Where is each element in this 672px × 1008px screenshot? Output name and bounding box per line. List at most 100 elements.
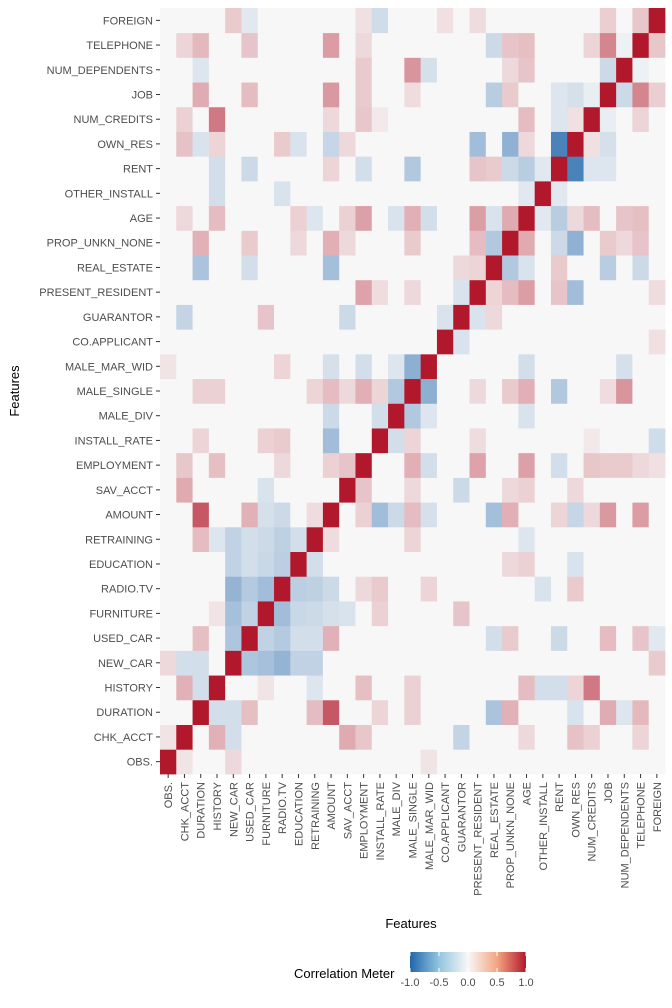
- heatmap-cell: [567, 156, 584, 182]
- heatmap-cell: [339, 576, 356, 602]
- heatmap-cell: [290, 526, 308, 553]
- heatmap-cell: [208, 32, 226, 58]
- heatmap-cell: [485, 304, 503, 330]
- heatmap-cell: [306, 106, 324, 132]
- heatmap-cell: [583, 526, 601, 553]
- heatmap-cell: [567, 650, 584, 676]
- heatmap-cell: [322, 576, 340, 602]
- heatmap-cell: [176, 551, 193, 577]
- heatmap-cell: [550, 403, 568, 429]
- heatmap-cell: [583, 502, 601, 528]
- heatmap-cell: [567, 625, 584, 651]
- x-tick-label: MALE_SINGLE: [408, 782, 420, 858]
- heatmap-cell: [616, 452, 633, 478]
- x-tick-label: AGE: [522, 782, 534, 805]
- heatmap-cell: [502, 230, 519, 256]
- heatmap-cell: [388, 329, 405, 355]
- heatmap-cell: [583, 106, 601, 132]
- heatmap-cell: [160, 82, 177, 108]
- heatmap-cell: [339, 650, 356, 676]
- legend-tick-label: -0.5: [430, 977, 449, 989]
- heatmap-cell: [241, 749, 259, 775]
- heatmap-cell: [518, 699, 536, 725]
- heatmap-cell: [567, 353, 584, 380]
- heatmap-cell: [225, 156, 242, 182]
- x-tick-label: HISTORY: [212, 781, 224, 830]
- heatmap-cell: [290, 601, 308, 627]
- heatmap-cell: [322, 230, 340, 256]
- heatmap-cell: [485, 106, 503, 132]
- heatmap-cell: [632, 675, 650, 701]
- heatmap-cell: [241, 502, 259, 528]
- heatmap-cell: [616, 650, 633, 676]
- heatmap-cell: [404, 230, 422, 256]
- y-tick-label: EDUCATION: [89, 559, 153, 571]
- x-tick-label: EMPLOYMENT: [359, 782, 371, 859]
- heatmap-cell: [485, 329, 503, 355]
- heatmap-cell: [355, 230, 373, 256]
- heatmap-cell: [648, 749, 666, 775]
- heatmap-cell: [436, 378, 454, 404]
- heatmap-cell: [160, 106, 177, 132]
- heatmap-cell: [648, 156, 666, 182]
- heatmap-cell: [274, 156, 291, 182]
- heatmap-cell: [616, 205, 633, 231]
- heatmap-cell: [225, 255, 242, 281]
- heatmap-cell: [322, 205, 340, 231]
- heatmap-cell: [160, 724, 177, 750]
- heatmap-cell: [241, 403, 259, 429]
- heatmap-cell: [274, 477, 291, 503]
- heatmap-cell: [502, 601, 519, 627]
- heatmap-cell: [306, 82, 324, 108]
- y-tick-label: INSTALL_RATE: [75, 435, 153, 447]
- legend-tick-label: -1.0: [401, 977, 420, 989]
- heatmap-cell: [160, 205, 177, 231]
- heatmap-cell: [176, 749, 193, 775]
- heatmap-cell: [192, 452, 210, 478]
- heatmap-cell: [453, 749, 470, 775]
- heatmap-cell: [225, 650, 242, 676]
- y-tick-label: CO.APPLICANT: [72, 337, 153, 349]
- heatmap-cell: [420, 526, 438, 553]
- heatmap-cell: [176, 650, 193, 676]
- heatmap-cell: [469, 82, 487, 108]
- heatmap-cell: [583, 279, 601, 305]
- heatmap-cell: [355, 675, 373, 701]
- heatmap-cell: [632, 156, 650, 182]
- heatmap-cell: [632, 353, 650, 380]
- heatmap-cell: [257, 156, 275, 182]
- heatmap-cell: [339, 131, 356, 157]
- heatmap-cell: [404, 699, 422, 725]
- heatmap-cell: [322, 551, 340, 577]
- heatmap-cell: [355, 428, 373, 454]
- heatmap-cell: [453, 106, 470, 132]
- heatmap-cell: [322, 428, 340, 454]
- heatmap-cell: [485, 131, 503, 157]
- heatmap-cell: [160, 576, 177, 602]
- heatmap-cell: [632, 378, 650, 404]
- heatmap-cell: [599, 428, 617, 454]
- heatmap-cell: [306, 32, 324, 58]
- heatmap-cell: [371, 502, 389, 528]
- heatmap-cell: [241, 378, 259, 404]
- heatmap-cell: [225, 304, 242, 330]
- y-tick-label: NEW_CAR: [98, 658, 153, 670]
- heatmap-cell: [290, 675, 308, 701]
- heatmap-cell: [436, 428, 454, 454]
- heatmap-cell: [616, 724, 633, 750]
- heatmap-cell: [648, 526, 666, 553]
- heatmap-cell: [160, 57, 177, 83]
- x-tick-label: FOREIGN: [652, 782, 664, 832]
- heatmap-cell: [160, 255, 177, 281]
- heatmap-cells: [160, 8, 666, 775]
- heatmap-cell: [257, 675, 275, 701]
- heatmap-cell: [208, 551, 226, 577]
- heatmap-cell: [599, 477, 617, 503]
- y-tick-label: MALE_DIV: [99, 411, 154, 423]
- heatmap-cell: [225, 576, 242, 602]
- y-tick-label: RENT: [123, 164, 153, 176]
- heatmap-cell: [404, 156, 422, 182]
- heatmap-cell: [567, 82, 584, 108]
- heatmap-cell: [208, 156, 226, 182]
- heatmap-cell: [192, 106, 210, 132]
